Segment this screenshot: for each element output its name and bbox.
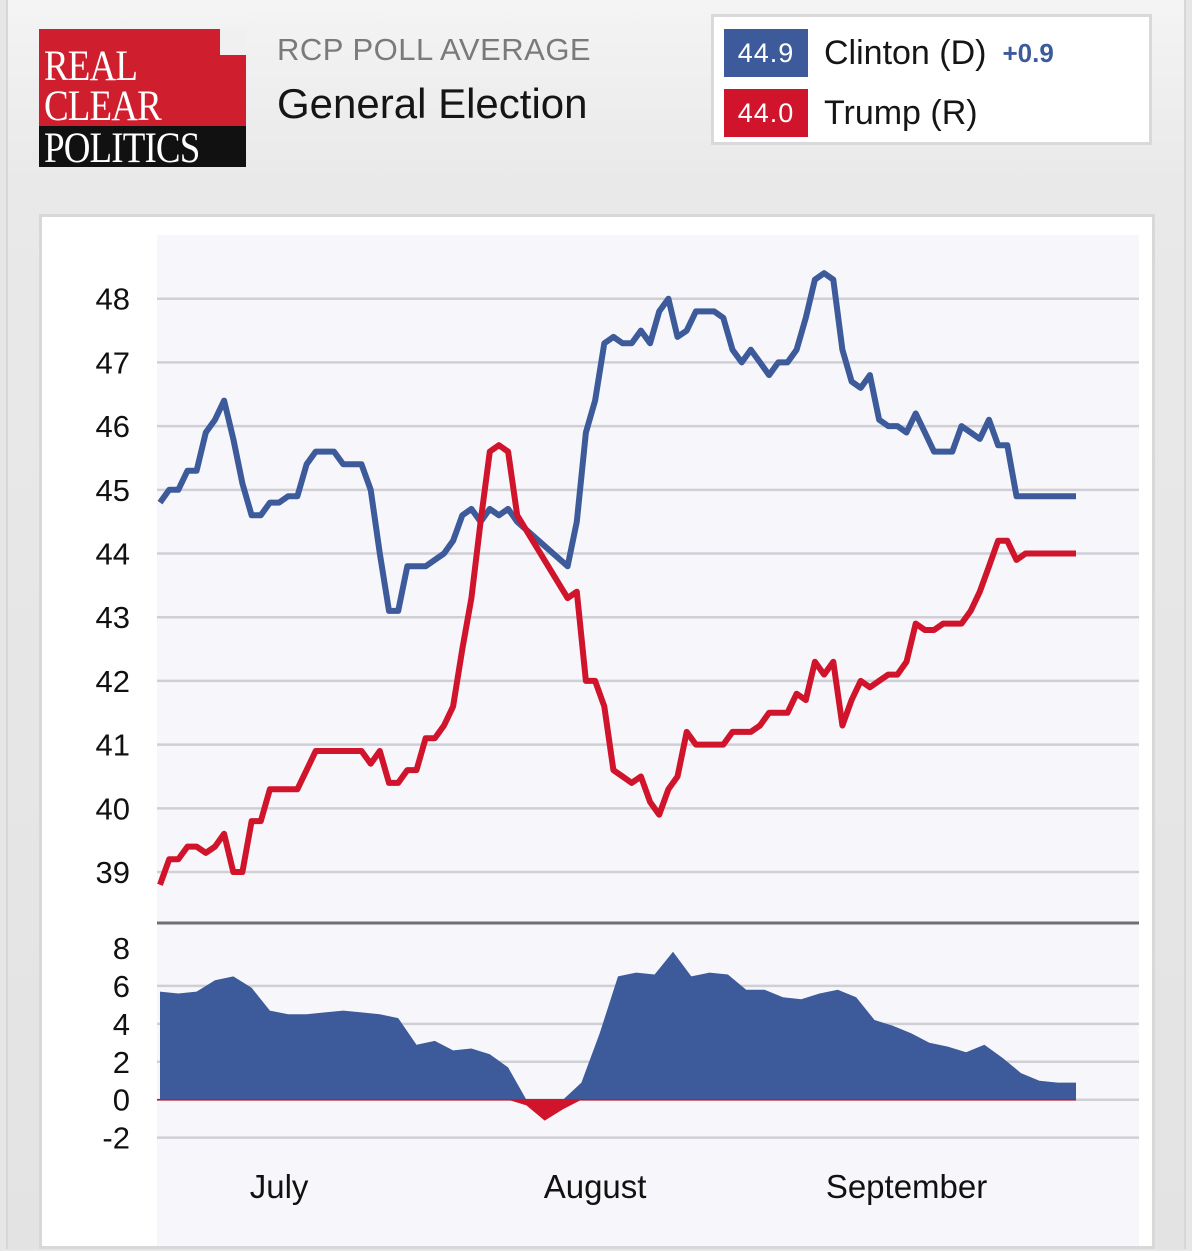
spread-y-tick-label: 0 — [113, 1083, 130, 1118]
logo-fold — [220, 29, 246, 55]
series-line-clinton[interactable] — [157, 270, 1076, 614]
legend-row-clinton[interactable]: 44.9 Clinton (D) +0.9 — [724, 29, 1054, 77]
y-tick-label: 45 — [96, 473, 130, 508]
legend-row-trump[interactable]: 44.0 Trump (R) — [724, 89, 978, 137]
y-tick-label: 40 — [96, 791, 130, 826]
legend-name-clinton: Clinton (D) — [824, 33, 987, 72]
logo-word-real: REAL — [44, 43, 138, 90]
y-tick-label: 46 — [96, 409, 130, 444]
x-tick-label-july: July — [250, 1168, 309, 1205]
rcp-logo[interactable]: REAL CLEAR POLITICS — [39, 29, 246, 167]
page-title: General Election — [277, 80, 588, 127]
spread-y-tick-label: 6 — [113, 969, 130, 1004]
y-tick-label: 39 — [96, 855, 130, 890]
logo-word-politics: POLITICS — [44, 125, 200, 167]
legend-box: 44.9 Clinton (D) +0.9 44.0 Trump (R) — [711, 14, 1152, 145]
x-tick-label-september: September — [826, 1168, 987, 1205]
series-line-trump[interactable] — [157, 442, 1076, 886]
y-tick-label: 42 — [96, 664, 130, 699]
spread-area-positive[interactable] — [160, 951, 1076, 1100]
spread-y-tick-label: 2 — [113, 1045, 130, 1080]
y-tick-label: 41 — [96, 728, 130, 763]
legend-value-trump: 44.0 — [724, 89, 808, 137]
logo-word-clear: CLEAR — [44, 83, 162, 130]
page-subtitle: RCP POLL AVERAGE — [277, 32, 592, 67]
legend-value-clinton: 44.9 — [724, 29, 808, 77]
y-tick-label: 47 — [96, 345, 130, 380]
spread-y-tick-label: 4 — [113, 1007, 130, 1042]
spread-y-tick-label: -2 — [102, 1121, 130, 1156]
y-tick-label: 44 — [96, 537, 130, 572]
x-tick-label-august: August — [544, 1168, 647, 1205]
y-tick-label: 43 — [96, 600, 130, 635]
spread-y-tick-label: 8 — [113, 931, 130, 966]
legend-change-clinton: +0.9 — [1002, 37, 1054, 68]
chart-card: 48 47 46 45 44 43 42 41 40 39 8 6 4 2 0 -2 July August S… — [39, 214, 1155, 1249]
legend-name-trump: Trump (R) — [824, 93, 978, 132]
logo-black-band — [39, 126, 246, 167]
y-tick-label: 48 — [96, 282, 130, 317]
